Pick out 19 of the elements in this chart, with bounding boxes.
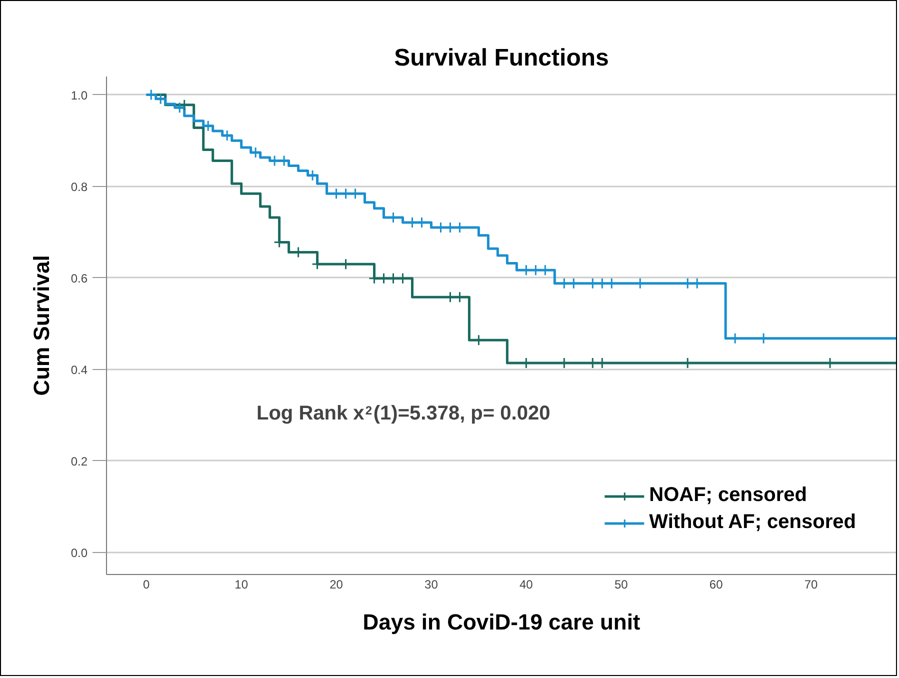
y-tick-label: 0.2 — [70, 454, 88, 468]
x-axis-title: Days in CoviD-19 care unit — [362, 610, 641, 634]
x-tick-label: 60 — [709, 578, 724, 592]
x-tick-label: 40 — [520, 578, 534, 592]
x-tick-label: 50 — [614, 578, 628, 592]
x-tick-label: 10 — [234, 578, 248, 592]
x-tick-label: 30 — [424, 578, 438, 592]
y-tick-label: 1.0 — [70, 88, 88, 102]
y-axis-title: Cum Survival — [28, 255, 54, 396]
y-tick-label: 0.8 — [70, 180, 88, 194]
x-tick-label: 0 — [143, 578, 150, 592]
x-tick-label: 70 — [804, 578, 818, 592]
legend-label: NOAF; censored — [649, 484, 807, 507]
chart-title: Survival Functions — [394, 44, 609, 72]
y-tick-label: 0.4 — [70, 362, 88, 377]
y-tick-label: 0.6 — [70, 271, 88, 286]
legend-label: Without AF; censored — [649, 511, 856, 534]
x-tick-label: 20 — [330, 578, 344, 592]
y-tick-label: 0.0 — [70, 546, 88, 560]
